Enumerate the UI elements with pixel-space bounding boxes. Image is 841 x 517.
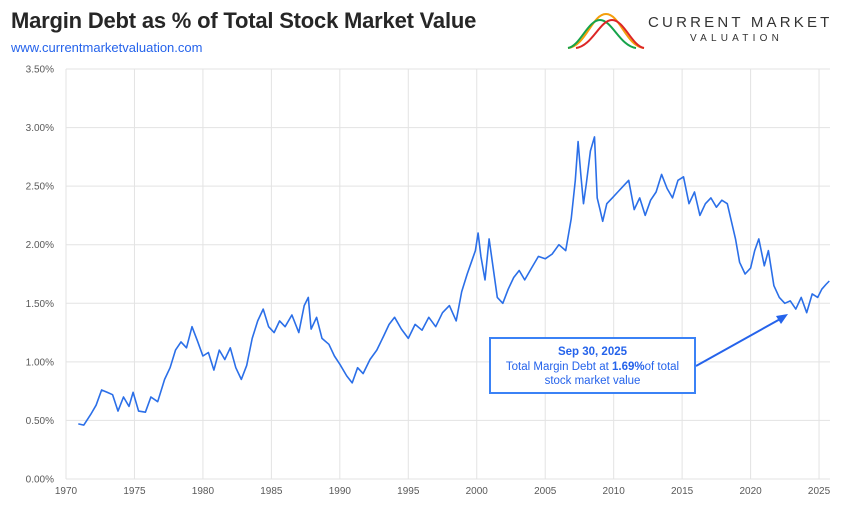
y-tick-label: 3.50% (26, 65, 54, 76)
y-tick-label: 0.50% (26, 416, 54, 427)
logo-curves-icon (567, 12, 645, 49)
annotation-text-before: Total Margin Debt at (505, 360, 612, 373)
x-tick-label: 1995 (397, 486, 420, 497)
x-tick-label: 1990 (329, 486, 352, 497)
chart-title: Margin Debt as % of Total Stock Market V… (11, 8, 477, 33)
logo-text-main: CURRENT MARKET (648, 14, 833, 31)
y-tick-label: 1.00% (26, 357, 54, 368)
x-tick-label: 2000 (466, 486, 489, 497)
annotation-value: 1.69% (611, 360, 645, 373)
x-tick-label: 1975 (123, 486, 146, 497)
annotation-text-after: of total (644, 360, 680, 373)
x-tick-label: 2025 (808, 486, 831, 497)
x-tick-label: 2015 (671, 486, 694, 497)
logo-text-sub: VALUATION (690, 33, 783, 44)
series-line-margin-debt (78, 136, 830, 426)
annotation-line1: Total Margin Debt at 1.69%of total (491, 360, 694, 375)
x-tick-label: 2010 (603, 486, 626, 497)
x-tick-label: 2020 (739, 486, 762, 497)
y-tick-label: 2.50% (26, 182, 54, 193)
x-tick-label: 1985 (260, 486, 283, 497)
chart-grid (65, 68, 830, 480)
x-tick-label: 1980 (192, 486, 215, 497)
x-tick-label: 2005 (534, 486, 557, 497)
y-axis-ticks: 0.00% 0.50% 1.00% 1.50% 2.00% 2.50% 3.00% 3.50% (26, 65, 54, 486)
brand-logo: CURRENT MARKET VALUATION (566, 10, 836, 52)
x-axis-ticks: 1970 1975 1980 1985 1990 1995 2000 2005 2010 2015… (55, 486, 831, 497)
y-tick-label: 0.00% (26, 475, 54, 486)
x-tick-label: 1970 (55, 486, 78, 497)
callout-arrow (695, 317, 783, 367)
y-tick-label: 2.00% (26, 240, 54, 251)
annotation-callout: Sep 30, 2025 Total Margin Debt at 1.69%o… (489, 337, 696, 394)
y-tick-label: 3.00% (26, 123, 54, 134)
callout-arrowhead (776, 314, 788, 324)
annotation-date: Sep 30, 2025 (557, 346, 628, 358)
website-link[interactable]: www.currentmarketvaluation.com (11, 40, 203, 55)
annotation-line2: stock market value (544, 375, 641, 387)
y-tick-label: 1.50% (26, 299, 54, 310)
